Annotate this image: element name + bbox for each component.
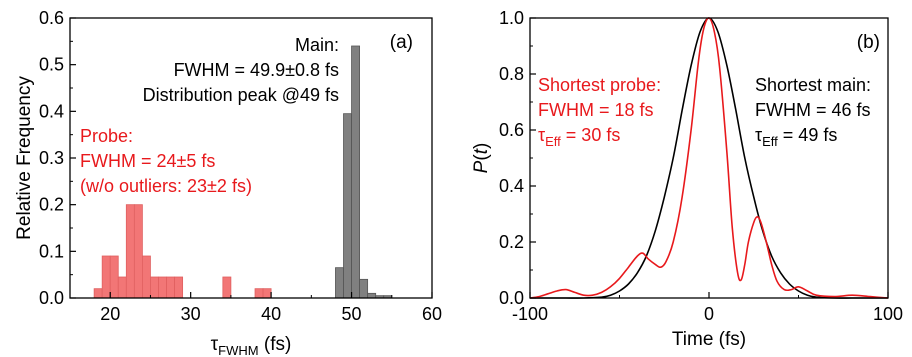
bar-probe-7 — [150, 276, 159, 299]
bar-probe-11 — [222, 276, 232, 299]
bar-probe-12 — [254, 288, 264, 299]
y-ticks-a: 0.0 0.1 0.2 0.3 0.4 0.5 0.6 — [39, 8, 76, 308]
bar-probe-4 — [125, 204, 135, 299]
annotation-main-fwhm-b: FWHM = 46 fs — [755, 100, 871, 120]
bar-probe-2 — [109, 255, 119, 299]
annotation-probe-fwhm: FWHM = 24±5 fs — [80, 151, 215, 171]
line-shortest-probe — [529, 17, 889, 299]
y-tick-label-a-4: 0.4 — [39, 101, 64, 121]
panel-a: 20 30 40 50 60 0.0 0.1 0.2 0.3 0.4 0.5 0.6 (a) Mai… — [14, 8, 442, 357]
y-axis-label-a: Relative Frequency — [14, 76, 35, 240]
x-tick-label-a-3: 50 — [342, 304, 362, 324]
x-ticks-a: 20 30 40 50 60 — [100, 292, 442, 324]
bar-main-4 — [367, 292, 377, 299]
y-tick-label-b-4: 0.8 — [499, 64, 524, 84]
annotation-probe-fwhm-b: FWHM = 18 fs — [538, 100, 654, 120]
histogram-bars — [93, 45, 393, 299]
x-tick-label-b-2: 100 — [873, 304, 903, 324]
annotation-probe-teff-b: τEff = 30 fs — [538, 125, 620, 149]
plot-frame-b — [529, 17, 889, 299]
y-tick-label-a-5: 0.5 — [39, 55, 64, 75]
x-axis-label-b: Time (fs) — [672, 329, 746, 350]
bar-probe-10 — [174, 276, 184, 299]
bar-main-3 — [359, 278, 369, 299]
annotation-probe-title-b: Shortest probe: — [538, 75, 661, 95]
y-tick-label-b-3: 0.6 — [499, 120, 524, 140]
x-tick-label-a-2: 40 — [261, 304, 281, 324]
annotation-main-title-b: Shortest main: — [755, 75, 871, 95]
y-tick-label-b-1: 0.2 — [499, 232, 524, 252]
bar-probe-6 — [141, 255, 151, 299]
annotation-main-fwhm: FWHM = 49.9±0.8 fs — [174, 60, 339, 80]
y-tick-label-b-2: 0.4 — [499, 176, 524, 196]
bar-main-1 — [343, 113, 352, 299]
x-tick-label-a-4: 60 — [422, 304, 442, 324]
bar-main-0 — [335, 267, 344, 299]
y-tick-label-b-0: 0.0 — [499, 288, 524, 308]
annotation-probe-title: Probe: — [80, 126, 133, 146]
bar-probe-9 — [166, 276, 175, 299]
y-ticks-b: 0.0 0.2 0.4 0.6 0.8 1.0 — [499, 8, 536, 308]
annotation-main-title: Main: — [295, 35, 339, 55]
x-tick-label-b-1: 0 — [704, 304, 714, 324]
bar-probe-13 — [262, 288, 272, 299]
x-tick-label-a-0: 20 — [100, 304, 120, 324]
y-tick-label-a-2: 0.2 — [39, 195, 64, 215]
bar-probe-1 — [101, 255, 111, 299]
x-tick-label-b-0: -100 — [512, 304, 548, 324]
y-tick-label-a-0: 0.0 — [39, 288, 64, 308]
annotation-probe-outliers: (w/o outliers: 23±2 fs) — [80, 176, 252, 196]
bar-probe-3 — [117, 276, 127, 299]
y-tick-label-b-5: 1.0 — [499, 8, 524, 28]
panel-b: -100 0 100 0.0 0.2 0.4 0.6 0.8 1.0 (b) Shortest… — [471, 8, 903, 350]
x-axis-label-a: τFWHM (fs) — [211, 334, 292, 357]
y-tick-label-a-6: 0.6 — [39, 8, 64, 28]
bar-probe-0 — [93, 288, 103, 299]
panel-label-b: (b) — [857, 32, 880, 53]
bar-probe-5 — [133, 204, 143, 299]
line-shortest-main — [529, 17, 888, 299]
x-ticks-b: -100 0 100 — [512, 292, 903, 324]
x-tick-label-a-1: 30 — [181, 304, 201, 324]
y-axis-label-b: P(t) — [471, 143, 492, 174]
annotation-main-peak: Distribution peak @49 fs — [143, 85, 339, 105]
y-tick-label-a-1: 0.1 — [39, 241, 64, 261]
panel-label-a: (a) — [390, 32, 413, 53]
bar-probe-8 — [158, 276, 167, 299]
bar-main-2 — [351, 45, 360, 299]
annotation-main-teff-b: τEff = 49 fs — [755, 125, 837, 149]
y-tick-label-a-3: 0.3 — [39, 148, 64, 168]
pulse-lines — [529, 17, 889, 299]
